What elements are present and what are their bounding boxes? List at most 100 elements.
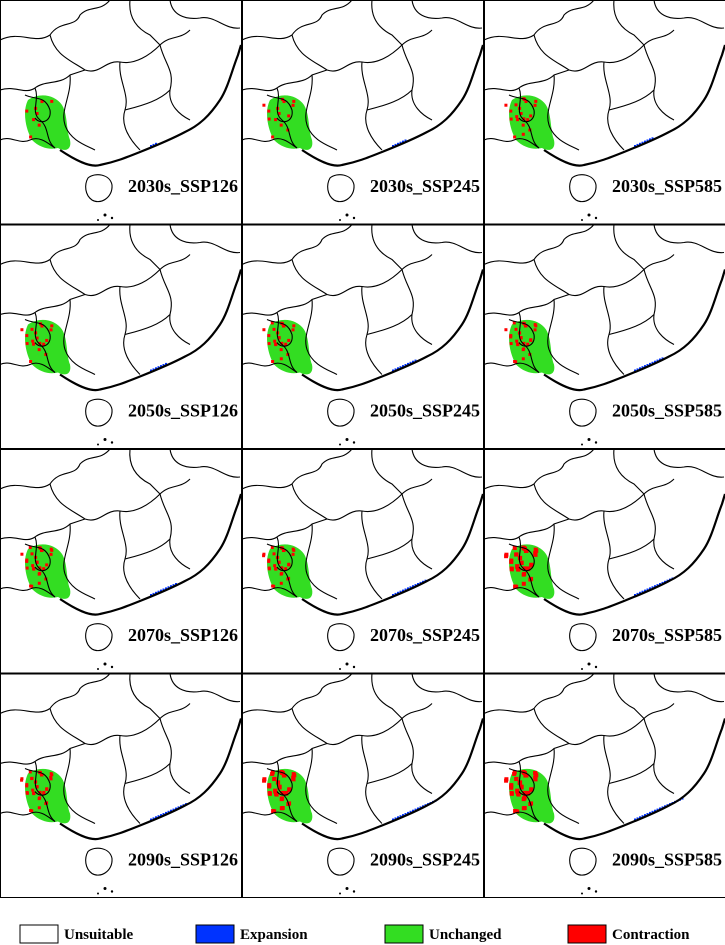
- expansion-pixel: [641, 590, 644, 593]
- expansion-pixel: [659, 358, 661, 361]
- contraction-pixel: [533, 323, 537, 327]
- expansion-pixel: [656, 808, 659, 811]
- expansion-pixel: [165, 811, 167, 814]
- panel-label: 2070s_SSP585: [612, 625, 722, 645]
- contraction-pixel: [287, 338, 291, 342]
- contraction-pixel: [284, 790, 289, 795]
- expansion-pixel: [646, 588, 649, 591]
- expansion-pixel: [644, 140, 646, 143]
- contraction-pixel: [291, 547, 295, 551]
- contraction-pixel: [262, 778, 267, 783]
- expansion-pixel: [649, 138, 651, 141]
- contraction-pixel: [291, 328, 295, 332]
- expansion-pixel: [402, 814, 404, 817]
- expansion-pixel: [649, 362, 651, 365]
- contraction-pixel: [521, 357, 525, 361]
- expansion-pixel: [661, 806, 664, 809]
- expansion-pixel: [636, 817, 639, 820]
- expansion-pixel: [394, 592, 397, 595]
- panel-label: 2090s_SSP126: [128, 850, 238, 870]
- contraction-pixel: [39, 549, 43, 553]
- expansion-pixel: [656, 584, 659, 587]
- contraction-pixel: [514, 552, 519, 557]
- contraction-pixel: [519, 560, 524, 565]
- expansion-pixel: [664, 805, 666, 808]
- legend-swatch: [567, 924, 607, 944]
- panel-border: [484, 224, 725, 449]
- legend-label: Contraction: [612, 927, 690, 943]
- contraction-pixel: [45, 563, 49, 567]
- panel-label: 2050s_SSP126: [128, 401, 238, 421]
- contraction-pixel: [521, 123, 525, 127]
- contraction-pixel: [514, 777, 519, 782]
- panel-border: [242, 224, 484, 449]
- expansion-pixel: [414, 359, 417, 362]
- contraction-pixel: [509, 567, 514, 572]
- contraction-pixel: [272, 777, 277, 782]
- legend: Unsuitable Expansion Unchanged Contraction: [19, 924, 690, 944]
- contraction-pixel: [526, 342, 530, 346]
- expansion-pixel: [659, 583, 661, 585]
- contraction-pixel: [287, 787, 292, 792]
- contraction-pixel: [282, 100, 286, 104]
- map-panel: 2090s_SSP245: [240, 672, 485, 898]
- contraction-pixel: [522, 571, 527, 576]
- expansion-pixel: [412, 585, 414, 588]
- contraction-pixel: [35, 785, 39, 789]
- contraction-pixel: [274, 343, 278, 347]
- map-panel: 2030s_SSP245: [240, 0, 485, 225]
- contraction-pixel: [279, 581, 283, 585]
- map-panel: 2050s_SSP245: [240, 223, 485, 449]
- expansion-pixel: [419, 806, 422, 809]
- contraction-pixel: [267, 117, 271, 121]
- expansion-pixel: [644, 365, 646, 368]
- contraction-pixel: [272, 809, 277, 814]
- contraction-pixel: [509, 117, 513, 121]
- expansion-pixel: [155, 816, 157, 819]
- contraction-pixel: [522, 795, 527, 800]
- contraction-pixel: [279, 348, 283, 352]
- contraction-pixel: [281, 773, 286, 778]
- contraction-pixel: [280, 796, 285, 801]
- contraction-pixel: [533, 547, 538, 552]
- contraction-pixel: [45, 787, 49, 791]
- expansion-pixel: [639, 142, 641, 145]
- expansion-pixel: [170, 585, 172, 588]
- contraction-pixel: [29, 360, 33, 364]
- expansion-pixel: [160, 589, 162, 592]
- expansion-pixel: [170, 809, 172, 812]
- contraction-pixel: [515, 565, 520, 570]
- contraction-pixel: [37, 581, 41, 585]
- contraction-pixel: [509, 109, 513, 113]
- contraction-pixel: [271, 135, 275, 139]
- contraction-pixel: [37, 806, 41, 810]
- contraction-pixel: [42, 342, 46, 346]
- contraction-pixel: [514, 327, 518, 331]
- panel-border: [0, 449, 242, 674]
- contraction-pixel: [519, 336, 523, 340]
- expansion-pixel: [177, 806, 180, 809]
- contraction-pixel: [49, 552, 53, 556]
- expansion-pixel: [172, 584, 175, 587]
- expansion-pixel: [399, 590, 402, 593]
- contraction-pixel: [270, 545, 274, 549]
- panel-label: 2070s_SSP245: [370, 625, 480, 645]
- contraction-pixel: [272, 584, 276, 588]
- contraction-pixel: [30, 584, 34, 588]
- contraction-pixel: [279, 123, 283, 127]
- panel-label: 2030s_SSP585: [612, 176, 722, 196]
- contraction-pixel: [521, 581, 526, 586]
- expansion-pixel: [651, 586, 654, 589]
- panel-label: 2050s_SSP585: [612, 401, 722, 421]
- legend-label: Expansion: [240, 927, 308, 943]
- expansion-pixel: [162, 813, 165, 815]
- contraction-pixel: [519, 784, 524, 789]
- expansion-pixel: [157, 366, 160, 369]
- contraction-pixel: [267, 567, 271, 571]
- panel-border: [0, 224, 242, 449]
- contraction-pixel: [42, 790, 46, 794]
- expansion-pixel: [646, 139, 649, 142]
- contraction-pixel: [40, 324, 44, 328]
- panel-label: 2090s_SSP585: [612, 850, 722, 870]
- contraction-pixel: [287, 114, 291, 118]
